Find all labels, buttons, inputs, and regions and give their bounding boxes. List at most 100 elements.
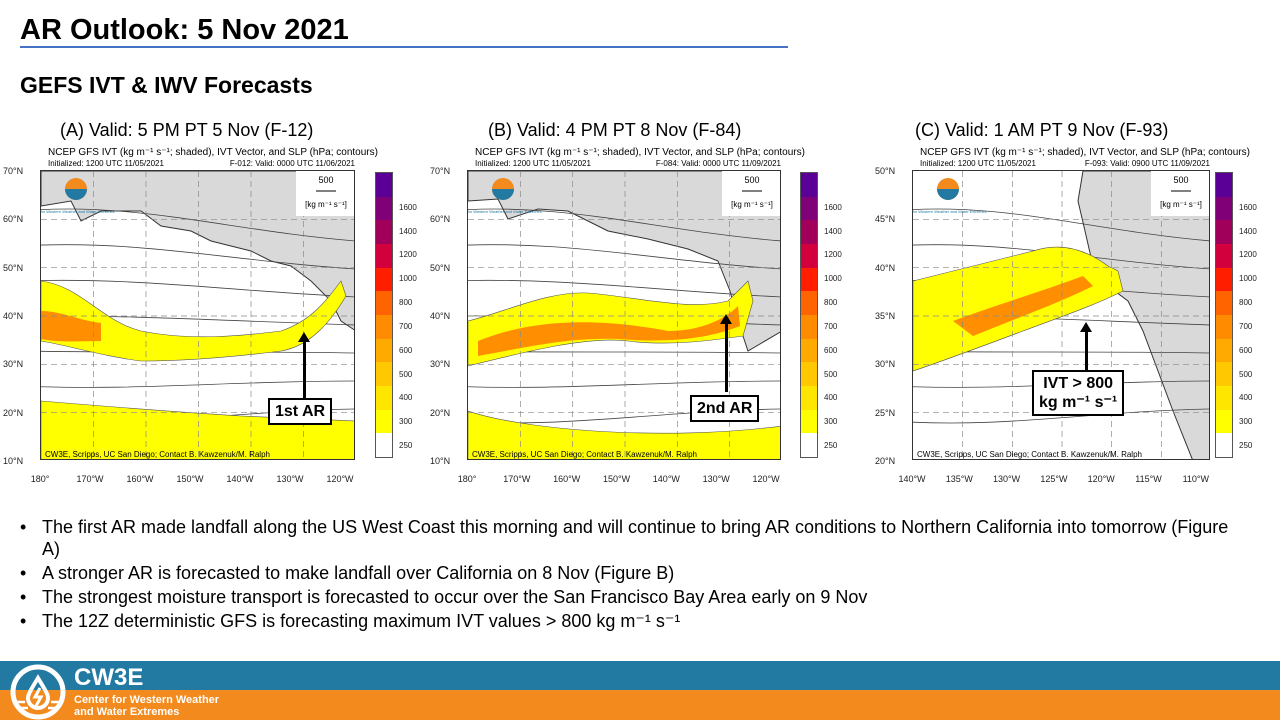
lon-tick-label: 170°W	[76, 474, 104, 484]
colorbar-swatch	[801, 385, 817, 410]
colorbar-swatch	[801, 243, 817, 268]
slp-contour	[468, 208, 780, 242]
colorbar-tick-label: 1600	[399, 202, 417, 212]
footer-blue-band	[0, 661, 1280, 690]
callout-arrow	[1080, 322, 1092, 370]
ar-callout: 1st AR	[268, 398, 333, 425]
lat-tick-label: 50°N	[3, 262, 24, 273]
colorbar-tick-label: 1200	[824, 250, 842, 260]
colorbar-swatch	[801, 409, 817, 434]
bullet-item: The strongest moisture transport is fore…	[20, 586, 1250, 608]
map-credit: CW3E, Scripps, UC San Diego; Contact B. …	[472, 450, 697, 459]
lon-tick-label: 110°W	[1182, 474, 1210, 484]
vector-ref-value: 500	[744, 175, 759, 185]
colorbar-swatch	[1216, 267, 1232, 292]
colorbar-tick-label: 500	[824, 369, 838, 379]
colorbar-tick-label: 250	[824, 441, 838, 451]
ivt-colorbar	[375, 172, 393, 458]
lon-tick-label: 150°W	[176, 474, 204, 484]
colorbar-swatch	[1216, 362, 1232, 386]
colorbar-tick-label: 600	[399, 345, 413, 355]
slp-contour	[913, 408, 1209, 424]
lon-tick-label: 170°W	[503, 474, 531, 484]
colorbar-swatch	[376, 291, 392, 315]
colorbar-swatch	[376, 385, 392, 410]
vector-ref-unit: [kg m⁻¹ s⁻¹]	[731, 200, 773, 209]
map-init-time: Initialized: 1200 UTC 11/05/2021	[475, 159, 591, 168]
lon-tick-label: 130°W	[276, 474, 304, 484]
colorbar-tick-label: 700	[824, 321, 838, 331]
lon-tick-label: 130°W	[993, 474, 1021, 484]
lat-tick-label: 10°N	[430, 456, 451, 466]
vector-legend-box	[296, 171, 354, 216]
lat-tick-label: 40°N	[3, 311, 24, 321]
vector-ref-unit: [kg m⁻¹ s⁻¹]	[1160, 200, 1202, 209]
lat-tick-label: 20°N	[875, 456, 896, 466]
lat-tick-label: 30°N	[875, 359, 896, 370]
vector-ref-value: 500	[318, 175, 333, 185]
colorbar-tick-label: 300	[1239, 417, 1253, 427]
lon-tick-label: 130°W	[702, 474, 730, 484]
slp-contour	[468, 279, 780, 298]
map-valid-time: F-084: Valid: 0000 UTC 11/09/2021	[655, 159, 781, 168]
colorbar-swatch	[1216, 338, 1232, 363]
ivt-map: 500 [kg m⁻¹ s⁻¹] Center for Western Weathe…	[467, 170, 781, 460]
colorbar-swatch	[801, 267, 817, 292]
lat-tick-label: 30°N	[430, 359, 451, 370]
ivt-shading	[41, 280, 347, 362]
colorbar-swatch	[1216, 385, 1232, 410]
colorbar-swatch	[801, 291, 817, 315]
lon-tick-label: 150°W	[602, 474, 631, 484]
vector-ref-value: 500	[1173, 175, 1188, 185]
footer-orange-band	[0, 690, 1280, 720]
lon-tick-label: 180°	[30, 474, 50, 484]
map-credit: CW3E, Scripps, UC San Diego; Contact B. …	[45, 450, 270, 459]
colorbar-tick-label: 1400	[399, 226, 417, 236]
colorbar-swatch	[801, 196, 817, 221]
ivt-colorbar	[1215, 172, 1233, 458]
colorbar-swatch	[1216, 433, 1232, 457]
lon-tick-label: 120°W	[752, 474, 780, 484]
colorbar-tick-label: 1600	[1239, 202, 1257, 212]
lat-tick-label: 20°N	[430, 407, 451, 418]
colorbar-swatch	[376, 314, 392, 339]
panel-title: (A) Valid: 5 PM PT 5 Nov (F-12)	[60, 120, 314, 140]
lat-tick-label: 20°N	[3, 407, 24, 418]
lat-tick-label: 50°N	[875, 166, 896, 176]
colorbar-tick-label: 300	[824, 417, 838, 427]
cw3e-logo-icon	[10, 664, 66, 720]
colorbar-swatch	[801, 314, 817, 339]
bullet-item: A stronger AR is forecasted to make land…	[20, 562, 1250, 584]
slp-contour	[468, 244, 780, 270]
colorbar-swatch	[376, 220, 392, 244]
colorbar-swatch	[1216, 220, 1232, 244]
ar-callout: IVT > 800 kg m⁻¹ s⁻¹	[1032, 370, 1125, 416]
ivt-core	[41, 311, 101, 342]
ivt-colorbar	[800, 172, 818, 458]
footer-line1: Center for Western Weather	[74, 694, 220, 706]
cw3e-logo-icon	[937, 189, 959, 200]
map-init-time: Initialized: 1200 UTC 11/05/2021	[48, 159, 164, 168]
lat-tick-label: 40°N	[875, 262, 896, 273]
cw3e-logo-icon	[492, 189, 514, 200]
colorbar-tick-label: 1000	[1239, 274, 1257, 284]
slp-contour	[41, 380, 354, 388]
colorbar-swatch	[1216, 314, 1232, 339]
ivt-shading	[468, 410, 780, 459]
colorbar-tick-label: 600	[1239, 345, 1253, 355]
lat-tick-label: 40°N	[430, 311, 451, 321]
colorbar-swatch	[1216, 291, 1232, 315]
lat-tick-label: 70°N	[3, 166, 24, 176]
lon-tick-label: 115°W	[1135, 474, 1162, 484]
slp-contour	[41, 279, 354, 298]
lat-tick-label: 35°N	[875, 311, 896, 321]
colorbar-tick-label: 700	[399, 321, 413, 331]
map-init-time: Initialized: 1200 UTC 11/05/2021	[920, 159, 1036, 168]
colorbar-tick-label: 1000	[399, 274, 417, 284]
colorbar-tick-label: 300	[399, 417, 413, 427]
colorbar-tick-label: 700	[1239, 321, 1253, 331]
lon-tick-label: 160°W	[553, 474, 581, 484]
colorbar-tick-label: 400	[824, 393, 838, 403]
lat-tick-label: 50°N	[430, 262, 451, 273]
colorbar-swatch	[376, 243, 392, 268]
